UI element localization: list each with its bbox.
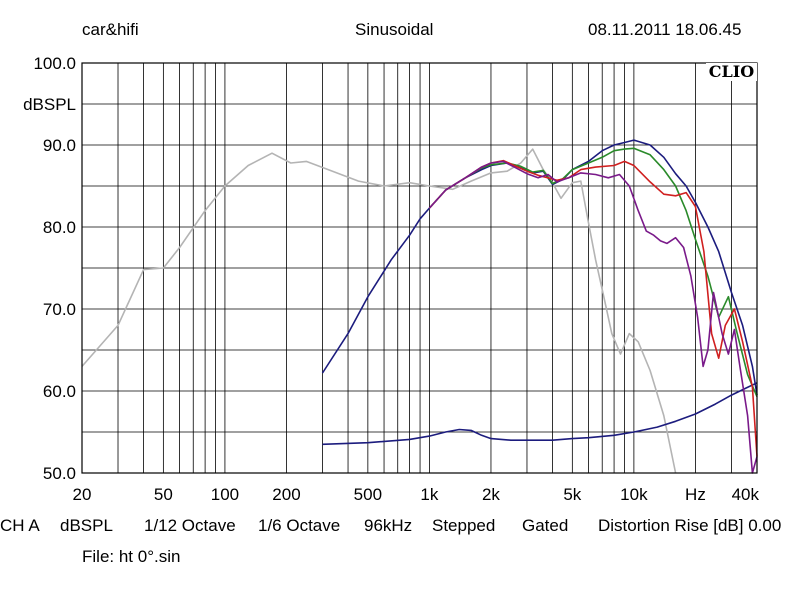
- y-tick-label: 60.0: [43, 382, 76, 401]
- plot-frame: [81, 62, 758, 474]
- smoothing-label-2: 1/6 Octave: [258, 516, 341, 535]
- chart-grid: [82, 63, 757, 473]
- sample-rate-label: 96kHz: [364, 516, 413, 535]
- axis-labels: 100.0 dBSPL 90.0 80.0 70.0 60.0 50.0 20 50 100 200…: [23, 54, 759, 504]
- x-tick-label: Hz: [685, 485, 706, 504]
- file-name: File: ht 0°.sin: [82, 547, 181, 566]
- series-line-gray: [81, 148, 677, 474]
- y-tick-label: dBSPL: [23, 95, 76, 114]
- chart-title: Sinusoidal: [355, 20, 434, 39]
- header-datetime: 08.11.2011 18.06.45: [588, 20, 742, 39]
- x-tick-label: 200: [272, 485, 300, 504]
- y-tick-label: 80.0: [43, 218, 76, 237]
- series-line-purple: [428, 160, 758, 474]
- x-tick-label: 10k: [620, 485, 648, 504]
- y-tick-label: 90.0: [43, 136, 76, 155]
- x-tick-label: 2k: [482, 485, 500, 504]
- unit-label: dBSPL: [60, 516, 113, 535]
- x-tick-label: 50: [154, 485, 173, 504]
- x-tick-label: 5k: [563, 485, 581, 504]
- x-tick-label: 500: [354, 485, 382, 504]
- y-tick-label: 100.0: [33, 54, 76, 73]
- x-tick-label: 1k: [420, 485, 438, 504]
- mode-label: Stepped: [432, 516, 496, 535]
- channel-label: CH A: [0, 516, 40, 535]
- x-tick-label: 20: [73, 485, 92, 504]
- gating-label: Gated: [522, 516, 569, 535]
- x-tick-label: 100: [211, 485, 239, 504]
- y-tick-label: 70.0: [43, 300, 76, 319]
- y-tick-label: 50.0: [43, 464, 76, 483]
- chart-series: [81, 139, 758, 474]
- series-line-navy-distortion: [322, 382, 758, 446]
- header-source: car&hifi: [82, 20, 139, 39]
- series-line-green: [428, 147, 758, 398]
- clio-logo: CLIO: [706, 63, 757, 81]
- x-tick-label: 40k: [732, 485, 760, 504]
- smoothing-label-1: 1/12 Octave: [144, 516, 236, 535]
- distortion-label: Distortion Rise [dB] 0.00: [598, 516, 782, 535]
